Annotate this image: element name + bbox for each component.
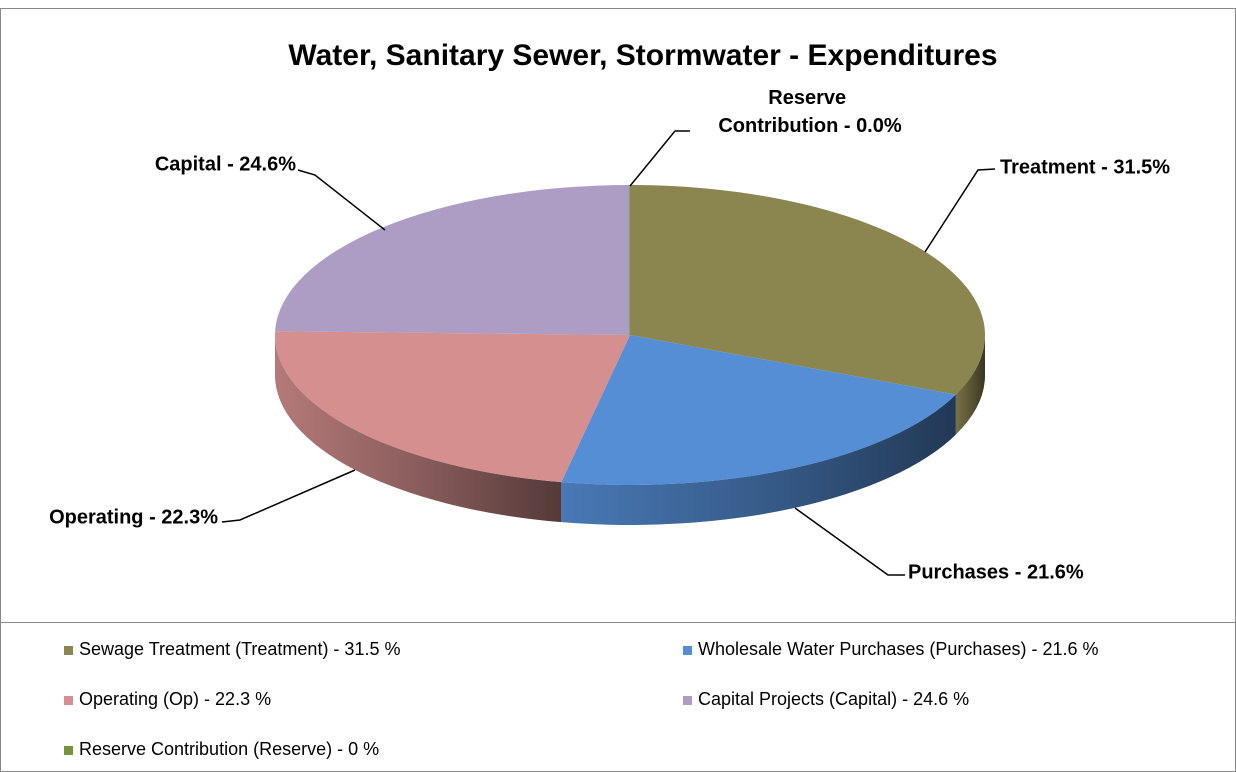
- pie-side-shade: [561, 394, 956, 525]
- data-label: Operating - 22.3%: [49, 506, 218, 528]
- data-label-line: Contribution - 0.0%: [718, 115, 902, 137]
- leader-line: [794, 507, 905, 576]
- pie-slice: [275, 185, 630, 335]
- leader-line: [629, 130, 690, 187]
- legend-swatch: [683, 696, 692, 705]
- legend-label: Capital Projects (Capital) - 24.6 %: [698, 689, 969, 709]
- pie-side-shade: [275, 335, 562, 523]
- data-label: Purchases - 21.6%: [908, 561, 1084, 583]
- pie-slice: [275, 331, 630, 483]
- legend-label: Reserve Contribution (Reserve) - 0 %: [79, 739, 379, 759]
- legend-label: Wholesale Water Purchases (Purchases) - …: [698, 639, 1099, 659]
- legend-swatch: [64, 696, 73, 705]
- legend-swatch: [64, 746, 73, 755]
- leader-line: [297, 169, 386, 231]
- data-label: Capital - 24.6%: [155, 153, 296, 175]
- legend-label: Operating (Op) - 22.3 %: [79, 689, 271, 709]
- data-label-line: Reserve: [768, 87, 851, 109]
- legend-swatch: [683, 646, 692, 655]
- data-label: Reserve Contribution - 0.0%: [718, 87, 902, 137]
- pie-side-shade: [955, 335, 985, 435]
- leader-line: [924, 168, 996, 253]
- pie-slice: [561, 335, 956, 485]
- leader-line: [221, 469, 356, 523]
- legend-swatch: [64, 646, 73, 655]
- data-label: Treatment - 31.5%: [1000, 156, 1170, 178]
- pie-slice: [630, 185, 986, 395]
- chart-title: Water, Sanitary Sewer, Stormwater - Expe…: [288, 39, 997, 72]
- legend-label: Sewage Treatment (Treatment) - 31.5 %: [79, 639, 400, 659]
